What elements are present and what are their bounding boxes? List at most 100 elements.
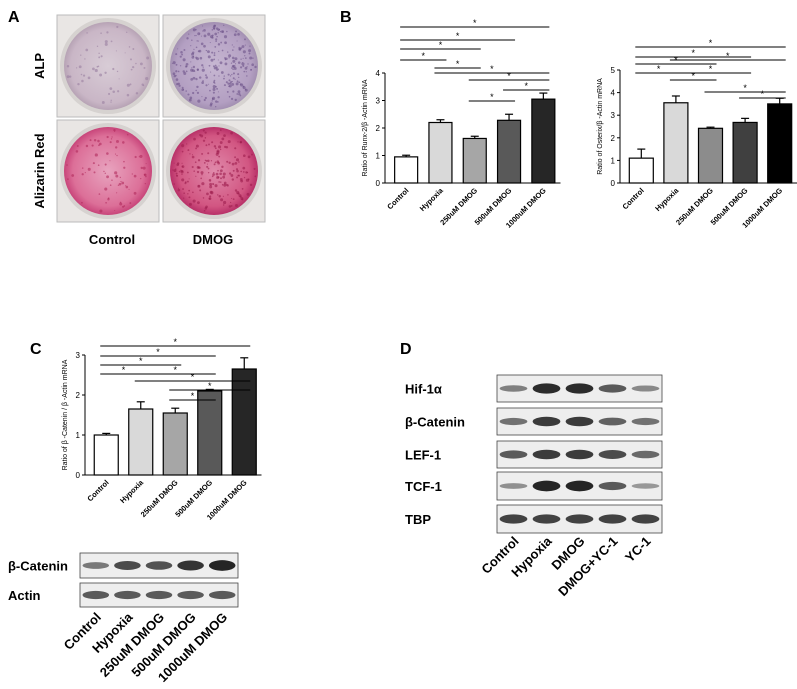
stain-dot xyxy=(175,172,178,175)
stain-dot xyxy=(195,77,198,81)
stain-dot xyxy=(251,153,253,156)
stain-dot xyxy=(66,75,70,79)
stain-dot xyxy=(179,55,182,58)
stain-dot xyxy=(103,170,105,173)
stain-dot xyxy=(213,74,216,77)
stain-dot xyxy=(211,29,214,31)
stain-dot xyxy=(232,49,234,51)
stain-dot xyxy=(239,94,242,97)
stain-dot xyxy=(204,131,207,134)
stain-dot xyxy=(215,66,218,69)
stain-dot xyxy=(247,178,250,181)
stain-dot xyxy=(208,179,212,182)
stain-dot xyxy=(225,57,228,61)
stain-dot xyxy=(197,184,201,188)
stain-dot xyxy=(118,78,120,80)
stain-dot xyxy=(105,201,107,204)
significance-label: * xyxy=(709,64,713,74)
stain-dot xyxy=(75,150,79,153)
blot-band xyxy=(499,417,528,426)
stain-dot xyxy=(245,71,247,73)
stain-dot xyxy=(217,161,221,165)
stain-dot xyxy=(171,63,173,65)
stain-dot xyxy=(227,73,230,76)
stain-dot xyxy=(178,170,181,173)
stain-dot xyxy=(220,177,223,180)
stain-dot xyxy=(223,24,225,26)
blot-band xyxy=(499,514,528,524)
stain-dot xyxy=(242,171,245,173)
stain-dot xyxy=(196,91,200,95)
stain-dot xyxy=(234,156,236,159)
stain-dot xyxy=(232,72,235,75)
stain-dot xyxy=(218,65,220,67)
stain-dot xyxy=(200,42,204,46)
stain-dot xyxy=(112,90,115,93)
stain-dot xyxy=(216,87,218,90)
blot-band xyxy=(82,562,110,569)
stain-dot xyxy=(213,79,216,82)
stain-dot xyxy=(126,31,128,33)
x-tick-label: Hypoxia xyxy=(118,477,146,505)
stain-dot xyxy=(249,183,253,187)
blot-band xyxy=(499,450,528,459)
stain-dot xyxy=(197,159,201,162)
stain-dot xyxy=(209,35,214,39)
stain-dot xyxy=(99,142,102,146)
stain-dot xyxy=(205,144,208,147)
stain-dot xyxy=(120,180,122,183)
stain-dot xyxy=(67,178,69,180)
stain-dot xyxy=(94,153,98,157)
stain-dot xyxy=(185,70,188,73)
stain-dot xyxy=(110,40,113,43)
stain-dot xyxy=(200,171,204,175)
stain-dot xyxy=(213,81,216,84)
stain-dot xyxy=(231,73,233,76)
stain-dot xyxy=(214,45,217,48)
stain-dot xyxy=(185,62,189,66)
stain-dot xyxy=(224,62,228,66)
stain-dot xyxy=(243,70,246,73)
stain-dot xyxy=(142,84,145,87)
bar xyxy=(531,98,556,184)
stain-dot xyxy=(239,140,243,144)
stain-dot xyxy=(212,91,215,94)
stain-dot xyxy=(202,139,206,142)
stain-dot xyxy=(214,32,218,36)
significance-label: * xyxy=(139,356,143,366)
significance-label: * xyxy=(473,18,477,28)
blot-band xyxy=(177,590,204,600)
stain-dot xyxy=(219,30,222,33)
stain-dot xyxy=(139,62,143,66)
stain-dot xyxy=(126,133,129,136)
stain-dot xyxy=(244,57,247,60)
significance-label: * xyxy=(439,40,443,50)
significance-label: * xyxy=(173,337,177,347)
stain-dot xyxy=(237,141,239,143)
stain-dot xyxy=(206,163,208,165)
stain-dot xyxy=(211,141,214,144)
stain-dot xyxy=(192,76,196,80)
stain-dot xyxy=(223,200,227,205)
panel-letter: B xyxy=(340,9,352,26)
y-tick-label: 5 xyxy=(611,66,616,75)
stain-dot xyxy=(188,189,191,192)
stain-dot xyxy=(223,35,228,39)
stain-dot xyxy=(187,149,190,152)
stain-dot xyxy=(77,82,80,86)
stain-dot xyxy=(197,99,201,103)
stain-dot xyxy=(75,67,78,69)
stain-dot xyxy=(219,148,222,151)
blot-row-label: Hif-1α xyxy=(405,382,442,397)
stain-dot xyxy=(238,76,240,78)
stain-dot xyxy=(212,85,216,89)
stain-dot xyxy=(87,167,91,171)
stain-dot xyxy=(234,162,238,165)
stain-dot xyxy=(177,48,179,50)
stain-dot xyxy=(223,145,227,149)
stain-dot xyxy=(230,205,233,207)
stain-dot xyxy=(233,67,237,70)
stain-dot xyxy=(233,33,237,37)
stain-dot xyxy=(177,70,180,73)
blot-band xyxy=(598,514,627,524)
